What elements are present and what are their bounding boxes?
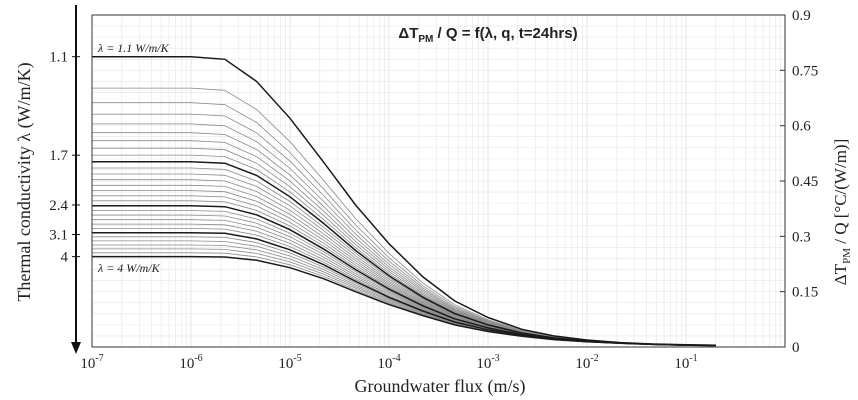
series-line [92,113,716,346]
series-line [92,179,716,346]
series-line [92,219,716,346]
left-tick-label: 1.1 [49,50,68,66]
left-axis-arrow-head [71,342,81,354]
x-tick-label: 10-2 [575,353,598,372]
grid [91,15,785,347]
chart-title: ΔTPM / Q = f(λ, q, t=24hrs) [398,25,577,45]
left-tick-label: 2.4 [49,198,68,214]
y-tick-label: 0.6 [792,119,811,135]
annotation-lambda-top: λ = 1.1 W/m/K [97,41,170,55]
x-tick-label: 10-5 [278,353,301,372]
series-line [92,195,716,346]
series-line [92,140,716,346]
series-line [92,123,716,346]
x-tick-label: 10-7 [80,353,103,372]
series-line [92,147,716,346]
y-tick-label: 0.9 [792,8,811,24]
x-tick-label: 10-1 [674,353,697,372]
x-tick-label: 10-6 [179,353,202,372]
left-tick-label: 1.7 [49,148,68,164]
y-tick-label: 0.15 [792,285,818,301]
series-line [92,132,716,346]
series-line [92,154,716,346]
x-tick-label: 10-3 [476,353,499,372]
series-line-highlight [92,231,716,347]
left-tick-label: 4 [61,250,69,266]
y-tick-label: 0 [792,340,800,356]
series-line [92,190,716,346]
y-tick-label: 0.75 [792,63,818,79]
annotation-lambda-bottom: λ = 4 W/m/K [97,261,161,275]
series-line [92,173,716,346]
y-tick-label: 0.3 [792,229,811,245]
series-group [92,55,716,347]
y-tick-label: 0.45 [792,174,818,190]
y-tick-labels: 0 0.15 0.3 0.45 0.6 0.75 0.9 [780,8,818,356]
left-axis-label: Thermal conductivity λ (W/m/K) [14,62,35,301]
x-tick-labels: 10-7 10-6 10-5 10-4 10-3 10-2 10-1 [80,353,697,372]
left-tick-labels: 1.1 1.7 2.4 3.1 4 [49,50,80,266]
right-axis-label: ΔTPM / Q [°C/(W/m)] [831,139,853,285]
left-tick-label: 3.1 [49,227,68,243]
series-line-highlight [92,160,716,347]
series-line [92,184,716,346]
x-tick-label: 10-4 [377,353,400,372]
series-line-highlight [92,255,716,347]
x-axis-label: Groundwater flux (m/s) [355,376,526,397]
